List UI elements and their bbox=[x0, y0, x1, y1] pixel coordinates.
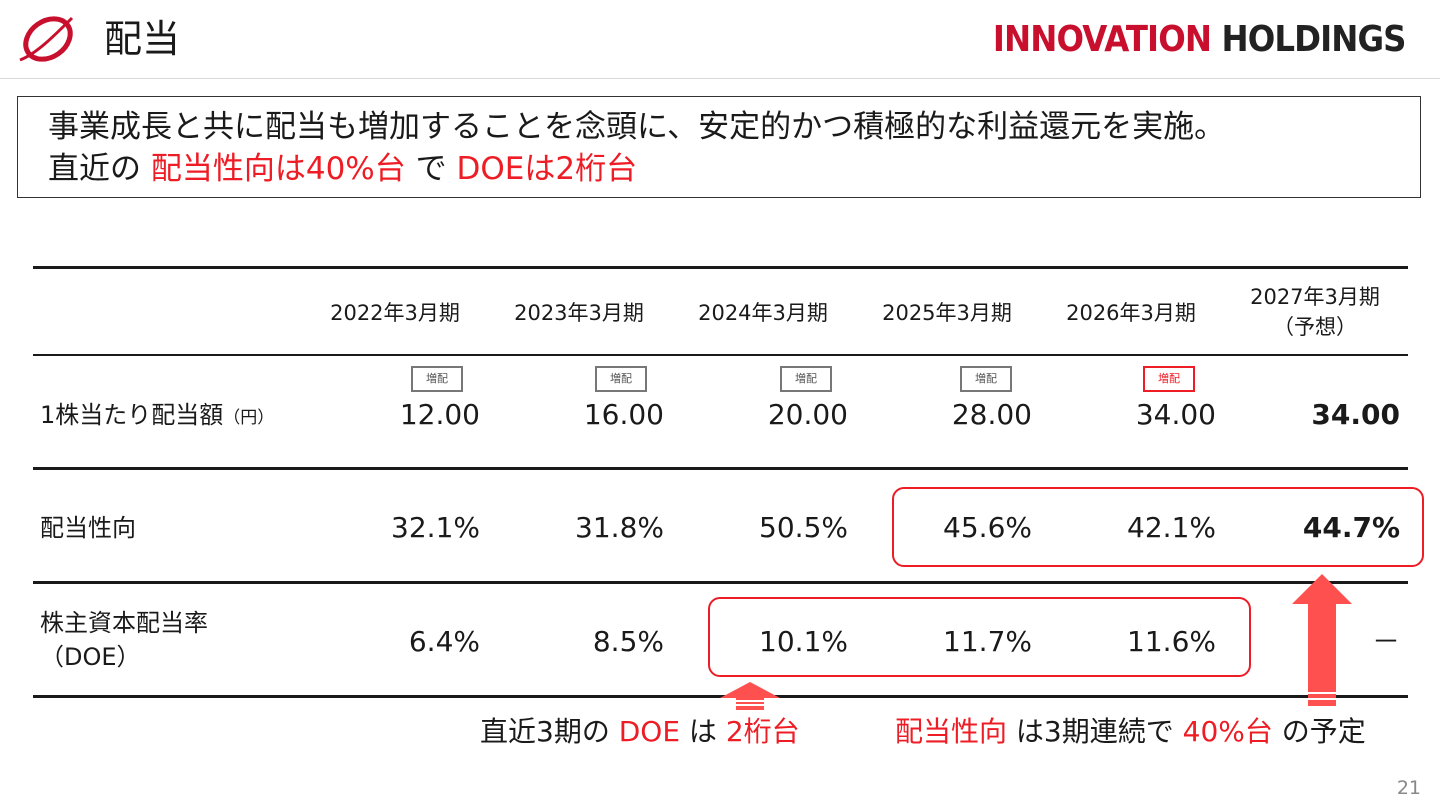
row-label-text: 1株当たり配当額 bbox=[40, 401, 224, 429]
msg-text: で bbox=[405, 151, 457, 187]
swoosh-ring-logo-icon bbox=[19, 16, 74, 62]
header-bar: 配当 INNOVATION HOLDINGS bbox=[0, 0, 1440, 79]
cell-dps-forecast: 34.00 bbox=[1311, 398, 1400, 431]
dividend-increase-badge: 増配 bbox=[780, 366, 832, 392]
table-bottom-rule bbox=[33, 695, 1408, 698]
note-highlight: 配当性向 bbox=[895, 715, 1008, 748]
note-highlight: 40%台 bbox=[1182, 715, 1273, 748]
cell-doe: 11.7% bbox=[943, 625, 1032, 658]
dividend-increase-badge: 増配 bbox=[595, 366, 647, 392]
key-message-line2: 直近の 配当性向は40%台 で DOEは2桁台 bbox=[48, 149, 637, 189]
table-rule bbox=[33, 354, 1408, 356]
cell-doe: 6.4% bbox=[408, 625, 480, 658]
cell-payout: 32.1% bbox=[391, 511, 480, 544]
cell-dps: 20.00 bbox=[767, 398, 848, 431]
row-label-doe-line1: 株主資本配当率 bbox=[40, 609, 208, 637]
note-text: の予定 bbox=[1272, 715, 1366, 748]
row-label-doe-line2: （DOE） bbox=[40, 643, 141, 671]
cell-dps: 34.00 bbox=[1135, 398, 1216, 431]
cell-doe-forecast: － bbox=[1371, 625, 1400, 658]
payout-up-arrow-icon bbox=[1292, 574, 1352, 706]
cell-payout: 45.6% bbox=[943, 511, 1032, 544]
brand-name-red: INNOVATION bbox=[993, 19, 1212, 60]
note-text: は bbox=[680, 715, 726, 748]
note-text: は3期連続で bbox=[1007, 715, 1183, 748]
doe-note: 直近3期の DOE は 2桁台 bbox=[480, 712, 800, 752]
cell-payout: 50.5% bbox=[759, 511, 848, 544]
key-message-line1: 事業成長と共に配当も増加することを念頭に、安定的かつ積極的な利益還元を実施。 bbox=[48, 109, 1226, 145]
brand-logo: INNOVATION HOLDINGS bbox=[993, 18, 1407, 62]
cell-payout: 42.1% bbox=[1127, 511, 1216, 544]
doe-highlight-box bbox=[708, 597, 1251, 677]
column-header: 2022年3月期 bbox=[330, 301, 460, 325]
dividend-increase-badge: 増配 bbox=[411, 366, 463, 392]
msg-highlight-doe: DOEは2桁台 bbox=[456, 151, 638, 187]
payout-highlight-box bbox=[892, 487, 1424, 567]
doe-up-arrow-icon bbox=[720, 682, 780, 710]
page-title: 配当 bbox=[104, 17, 181, 61]
table-top-rule bbox=[33, 266, 1408, 269]
column-header-forecast-label: （予想） bbox=[1273, 315, 1357, 339]
cell-dps: 28.00 bbox=[951, 398, 1032, 431]
row-label-unit: （円） bbox=[223, 408, 275, 428]
column-header-forecast: 2027年3月期 （予想） bbox=[1225, 282, 1405, 342]
cell-dps: 12.00 bbox=[399, 398, 480, 431]
column-header: 2024年3月期 bbox=[698, 301, 828, 325]
column-header: 2026年3月期 bbox=[1066, 301, 1196, 325]
msg-text: 直近の bbox=[48, 151, 151, 187]
column-header: 2023年3月期 bbox=[514, 301, 644, 325]
table-rule bbox=[33, 581, 1408, 584]
row-label-doe: 株主資本配当率 （DOE） bbox=[40, 606, 208, 674]
row-label-payout: 配当性向 bbox=[40, 514, 136, 542]
dividend-increase-badge-highlight: 増配 bbox=[1143, 366, 1195, 392]
cell-payout: 31.8% bbox=[575, 511, 664, 544]
table-rule bbox=[33, 467, 1408, 470]
cell-dps: 16.00 bbox=[583, 398, 664, 431]
note-text: 直近3期の bbox=[480, 715, 619, 748]
column-header-year: 2027年3月期 bbox=[1250, 285, 1380, 309]
cell-doe: 10.1% bbox=[759, 625, 848, 658]
key-message-box: 事業成長と共に配当も増加することを念頭に、安定的かつ積極的な利益還元を実施。 直… bbox=[17, 96, 1421, 198]
page-number: 21 bbox=[1396, 777, 1421, 799]
cell-doe: 11.6% bbox=[1127, 625, 1216, 658]
cell-payout-forecast: 44.7% bbox=[1302, 511, 1400, 544]
row-label-dps: 1株当たり配当額（円） bbox=[40, 398, 274, 435]
note-highlight: DOE bbox=[618, 715, 681, 748]
column-header: 2025年3月期 bbox=[882, 301, 1012, 325]
msg-highlight-payout: 配当性向は40%台 bbox=[150, 151, 406, 187]
dividend-increase-badge: 増配 bbox=[960, 366, 1012, 392]
payout-note: 配当性向 は3期連続で 40%台 の予定 bbox=[895, 712, 1366, 752]
cell-doe: 8.5% bbox=[592, 625, 664, 658]
note-highlight: 2桁台 bbox=[725, 715, 800, 748]
brand-name-dark: HOLDINGS bbox=[1221, 19, 1407, 60]
